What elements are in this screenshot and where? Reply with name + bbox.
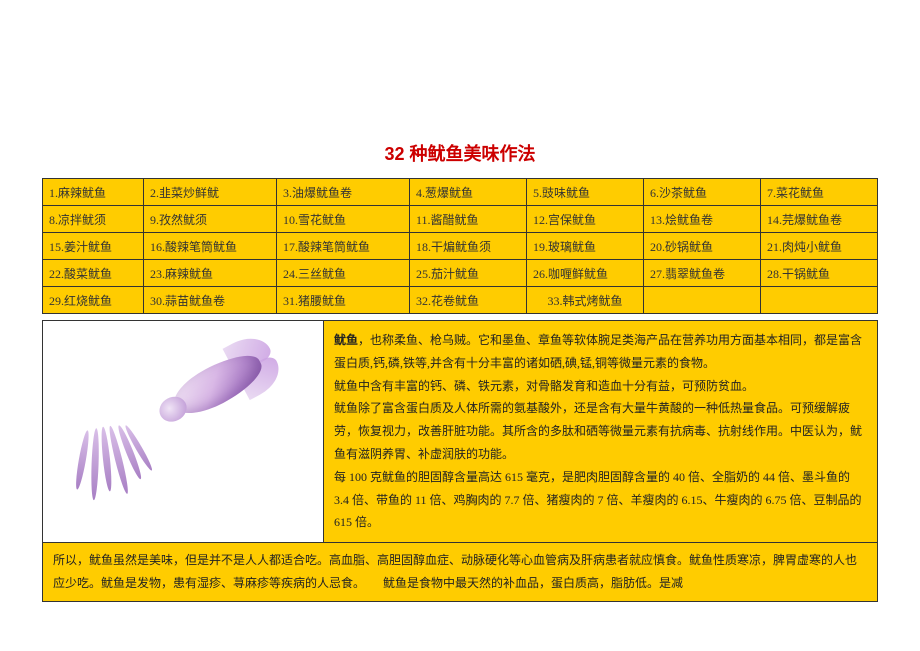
index-cell: 6.沙茶鱿鱼 [643,179,760,206]
desc-p2: 鱿鱼中含有丰富的钙、磷、铁元素，对骨骼发育和造血十分有益，可预防贫血。 [334,379,754,393]
index-cell: 31.猪腰鱿鱼 [277,287,410,314]
index-cell: 8.凉拌鱿须 [43,206,144,233]
page-title: 32 种鱿鱼美味作法 [42,140,878,166]
desc-p5: 所以，鱿鱼虽然是美味，但是并不是人人都适合吃。高血脂、高胆固醇血症、动脉硬化等心… [53,553,857,590]
index-cell: 15.姜汁鱿鱼 [43,233,144,260]
squid-illustration [49,327,305,505]
squid-image-cell [43,321,324,543]
index-cell: 3.油爆鱿鱼卷 [277,179,410,206]
index-cell: 20.砂锅鱿鱼 [643,233,760,260]
index-cell: 30.蒜苗鱿鱼卷 [144,287,277,314]
index-cell: 9.孜然鱿须 [144,206,277,233]
squid-name-label: 鱿鱼 [334,333,358,347]
index-cell: 21.肉炖小鱿鱼 [760,233,877,260]
index-cell: 13.烩鱿鱼卷 [643,206,760,233]
index-cell: 18.干煸鱿鱼须 [409,233,526,260]
index-cell: 19.玻璃鱿鱼 [526,233,643,260]
index-cell: 22.酸菜鱿鱼 [43,260,144,287]
index-cell [760,287,877,314]
index-cell: 32.花卷鱿鱼 [409,287,526,314]
index-cell: 5.豉味鱿鱼 [526,179,643,206]
index-cell: 16.酸辣笔筒鱿鱼 [144,233,277,260]
index-cell: 27.翡翠鱿鱼卷 [643,260,760,287]
index-cell: 29.红烧鱿鱼 [43,287,144,314]
index-cell: 23.麻辣鱿鱼 [144,260,277,287]
index-cell: 4.葱爆鱿鱼 [409,179,526,206]
index-cell: 26.咖喱鲜鱿鱼 [526,260,643,287]
index-cell: 1.麻辣鱿鱼 [43,179,144,206]
desc-p3: 鱿鱼除了富含蛋白质及人体所需的氨基酸外，还是含有大量牛黄酸的一种低热量食品。可预… [334,401,862,461]
description-table: 鱿鱼，也称柔鱼、枪乌贼。它和墨鱼、章鱼等软体腕足类海产品在营养功用方面基本相同，… [42,320,878,602]
recipe-index-table: 1.麻辣鱿鱼2.韭菜炒鲜鱿3.油爆鱿鱼卷4.葱爆鱿鱼5.豉味鱿鱼6.沙茶鱿鱼7.… [42,178,878,314]
desc-p4: 每 100 克鱿鱼的胆固醇含量高达 615 毫克，是肥肉胆固醇含量的 40 倍、… [334,470,862,530]
index-cell: 14.芫爆鱿鱼卷 [760,206,877,233]
index-cell: 17.酸辣笔筒鱿鱼 [277,233,410,260]
index-cell: 11.酱醋鱿鱼 [409,206,526,233]
index-cell: 7.菜花鱿鱼 [760,179,877,206]
index-cell: 25.茄汁鱿鱼 [409,260,526,287]
index-cell: 24.三丝鱿鱼 [277,260,410,287]
index-cell: 33.韩式烤鱿鱼 [526,287,643,314]
description-text-cell: 鱿鱼，也称柔鱼、枪乌贼。它和墨鱼、章鱼等软体腕足类海产品在营养功用方面基本相同，… [324,321,878,543]
index-cell: 10.雪花鱿鱼 [277,206,410,233]
index-cell: 2.韭菜炒鲜鱿 [144,179,277,206]
desc-p1: ，也称柔鱼、枪乌贼。它和墨鱼、章鱼等软体腕足类海产品在营养功用方面基本相同，都是… [334,333,862,370]
index-cell [643,287,760,314]
description-caution-cell: 所以，鱿鱼虽然是美味，但是并不是人人都适合吃。高血脂、高胆固醇血症、动脉硬化等心… [43,543,878,602]
index-cell: 12.宫保鱿鱼 [526,206,643,233]
index-cell: 28.干锅鱿鱼 [760,260,877,287]
